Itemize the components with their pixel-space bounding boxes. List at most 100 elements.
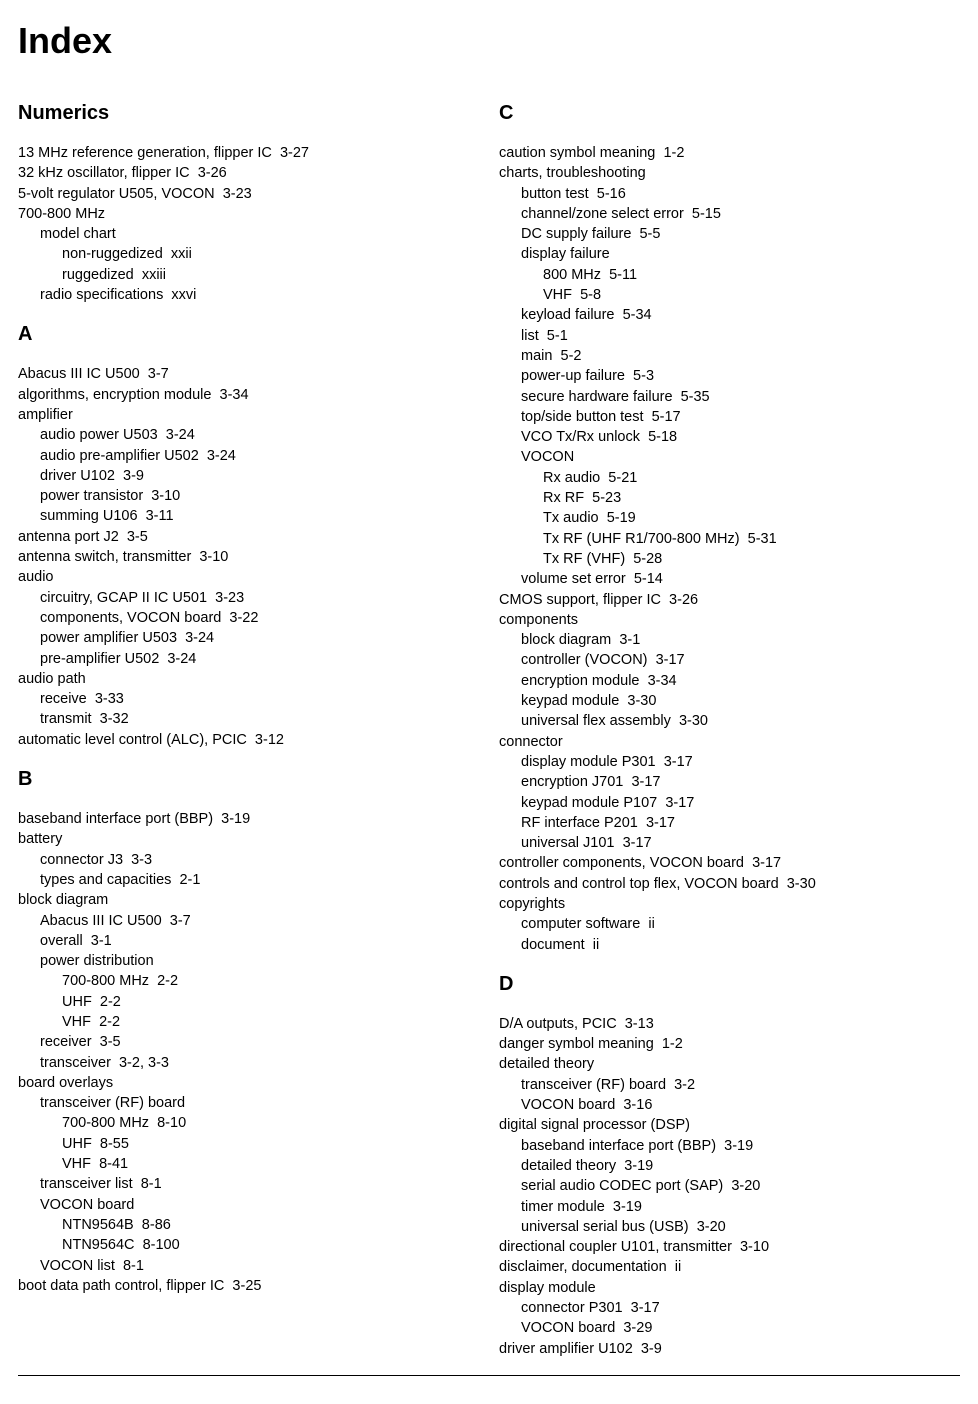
index-entry-ref: 3-17 [623,835,652,851]
index-entry: driver amplifier U102 3-9 [499,1339,960,1359]
index-entry-text: button test [521,186,589,202]
index-entry-ref: 1-2 [662,1036,683,1052]
index-entry-ref: 8-1 [123,1258,144,1274]
index-entry-text: antenna switch, transmitter [18,549,191,565]
index-entry: main 5-2 [499,346,960,366]
index-entry-ref: 3-13 [625,1016,654,1032]
index-entry-text: VOCON [521,449,574,465]
index-entry-text: detailed theory [521,1158,616,1174]
index-entry-ref: 3-5 [127,529,148,545]
index-entry: automatic level control (ALC), PCIC 3-12 [18,730,479,750]
index-entry-text: audio path [18,671,86,687]
index-entry: radio specifications xxvi [18,285,479,305]
index-entry-text: audio [18,569,53,585]
index-entry: danger symbol meaning 1-2 [499,1034,960,1054]
index-entry: 32 kHz oscillator, flipper IC 3-26 [18,163,479,183]
index-entry: VHF 8-41 [18,1154,479,1174]
index-entry: timer module 3-19 [499,1197,960,1217]
index-entry-text: serial audio CODEC port (SAP) [521,1178,723,1194]
index-entry: top/side button test 5-17 [499,407,960,427]
index-entry-ref: 2-2 [100,994,121,1010]
index-entry: driver U102 3-9 [18,466,479,486]
index-entry-ref: 5-2 [561,348,582,364]
index-entry-text: power transistor [40,488,143,504]
index-entry-ref: 3-9 [641,1341,662,1357]
index-entry-ref: 3-9 [123,468,144,484]
index-entry-text: transceiver list [40,1176,133,1192]
index-entry: audio power U503 3-24 [18,425,479,445]
index-entry-ref: 3-17 [656,652,685,668]
index-entry: display module [499,1278,960,1298]
index-entry-ref: 8-86 [142,1217,171,1233]
index-entry: channel/zone select error 5-15 [499,204,960,224]
index-entry: transceiver list 8-1 [18,1174,479,1194]
index-entry-text: audio power U503 [40,427,158,443]
index-entry-text: automatic level control (ALC), PCIC [18,732,247,748]
index-entry: 700-800 MHz 8-10 [18,1113,479,1133]
index-entry-ref: 3-29 [623,1320,652,1336]
index-entry-text: keypad module [521,693,619,709]
index-entry-ref: 8-1 [141,1176,162,1192]
index-entry-ref: 3-2 [674,1077,695,1093]
index-entry-text: non-ruggedized [62,246,163,262]
index-entry-text: 800 MHz [543,267,601,283]
section-heading: D [499,973,960,996]
index-entry: connector P301 3-17 [499,1298,960,1318]
index-entry-ref: 3-17 [631,1300,660,1316]
index-entry-ref: 3-17 [752,855,781,871]
index-entry: VOCON [499,447,960,467]
index-entry-text: display module [499,1280,596,1296]
index-entry-ref: 3-11 [146,508,174,524]
index-entry: transceiver (RF) board [18,1093,479,1113]
index-entry: encryption module 3-34 [499,671,960,691]
index-entry-text: VHF [62,1014,91,1030]
index-entry-ref: 3-24 [185,630,214,646]
index-entry-text: Tx RF (VHF) [543,551,625,567]
index-entry-text: baseband interface port (BBP) [18,811,213,827]
index-entry-ref: 3-23 [215,590,244,606]
index-entry-ref: 3-17 [646,815,675,831]
index-entry-ref: 3-34 [648,673,677,689]
section-heading: A [18,323,479,346]
index-entry-ref: 5-8 [580,287,601,303]
index-entry-text: algorithms, encryption module [18,387,211,403]
index-entry: 700-800 MHz 2-2 [18,971,479,991]
index-entry-text: audio pre-amplifier U502 [40,448,199,464]
section-heading: Numerics [18,102,479,125]
index-entry-ref: 3-24 [167,651,196,667]
index-entry-text: 700-800 MHz [62,1115,149,1131]
index-entry: audio path [18,669,479,689]
index-entry-text: D/A outputs, PCIC [499,1016,617,1032]
index-entry-ref: 5-23 [592,490,621,506]
index-entry: charts, troubleshooting [499,163,960,183]
index-entry-text: transmit [40,711,92,727]
index-entry: receive 3-33 [18,689,479,709]
index-entry: VCO Tx/Rx unlock 5-18 [499,427,960,447]
index-entry-text: keyload failure [521,307,615,323]
index-entry-text: connector [499,734,563,750]
index-entry-text: NTN9564C [62,1237,135,1253]
index-entry-ref: 2-1 [179,872,200,888]
index-entry: transmit 3-32 [18,709,479,729]
index-entry-text: VHF [62,1156,91,1172]
index-entry: power amplifier U503 3-24 [18,628,479,648]
index-entry-text: summing U106 [40,508,138,524]
index-entry-text: RF interface P201 [521,815,638,831]
index-entry-text: battery [18,831,62,847]
index-entry-ref: 3-7 [148,366,169,382]
index-entry: Tx audio 5-19 [499,508,960,528]
index-entry-text: VOCON list [40,1258,115,1274]
index-entry: 13 MHz reference generation, flipper IC … [18,143,479,163]
index-entry-ref: ii [675,1259,681,1275]
index-entry: controller (VOCON) 3-17 [499,650,960,670]
index-entry-text: components, VOCON board [40,610,221,626]
index-entry-text: baseband interface port (BBP) [521,1138,716,1154]
index-entry: caution symbol meaning 1-2 [499,143,960,163]
index-entry-ref: 3-2, 3-3 [119,1055,169,1071]
footer-rule [18,1375,960,1376]
index-entry-text: VOCON board [521,1097,615,1113]
index-entry-text: detailed theory [499,1056,594,1072]
index-entry-text: Rx RF [543,490,584,506]
index-entry: 700-800 MHz [18,204,479,224]
index-entry: computer software ii [499,914,960,934]
